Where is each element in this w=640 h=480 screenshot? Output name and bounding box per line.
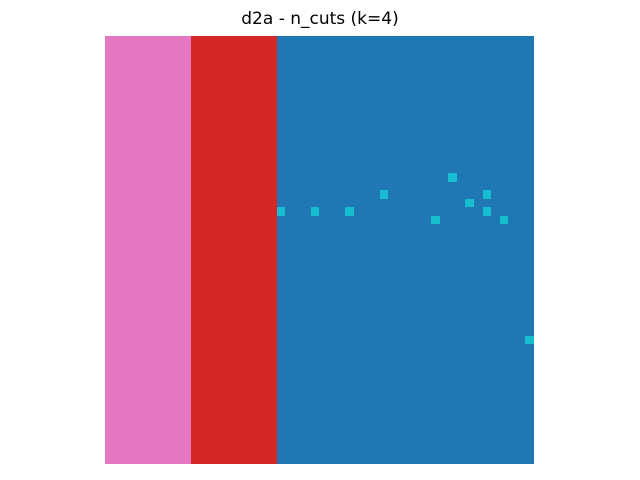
cyan-cell xyxy=(431,215,440,225)
cyan-cell xyxy=(482,207,492,216)
cyan-cell xyxy=(276,207,286,216)
cyan-cell xyxy=(448,172,457,182)
cyan-cell xyxy=(379,190,389,199)
blue-band xyxy=(276,36,534,464)
cyan-cell xyxy=(525,335,534,345)
chart-title: d2a - n_cuts (k=4) xyxy=(241,9,399,29)
cyan-cell xyxy=(499,215,509,225)
cyan-cell xyxy=(345,207,354,216)
red-band xyxy=(190,36,277,464)
segmentation-image xyxy=(105,36,534,464)
cyan-cell xyxy=(482,190,492,199)
pink-band xyxy=(105,36,191,464)
cyan-cell xyxy=(310,207,320,216)
cyan-cell xyxy=(465,198,474,208)
